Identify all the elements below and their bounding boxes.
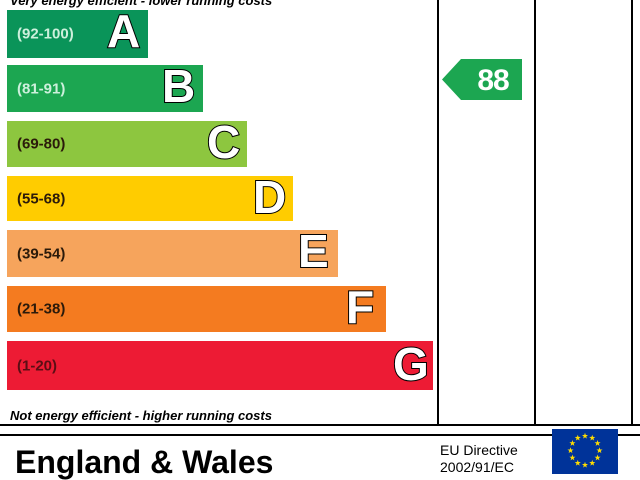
svg-text:C: C (207, 118, 240, 168)
svg-text:G: G (393, 338, 429, 390)
svg-text:A: A (107, 7, 140, 57)
svg-text:F: F (346, 283, 374, 333)
svg-text:88: 88 (477, 64, 509, 97)
svg-text:E: E (298, 227, 329, 277)
svg-text:D: D (253, 173, 286, 223)
svg-text:B: B (162, 62, 195, 112)
